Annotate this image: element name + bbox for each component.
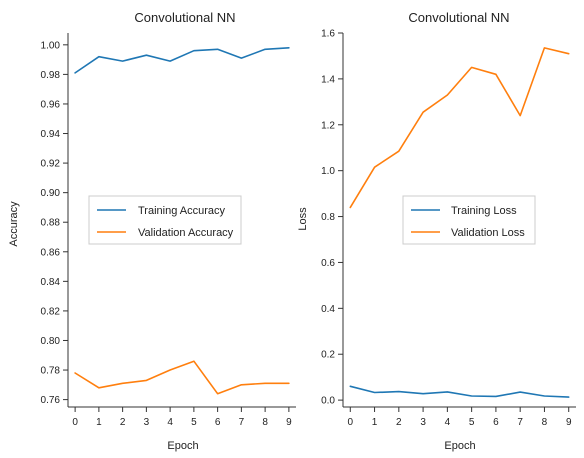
x-tick-label: 4 (445, 417, 451, 428)
x-tick-label: 2 (120, 417, 126, 428)
y-tick-label: 0.94 (41, 129, 61, 140)
y-tick-label: 0.80 (41, 336, 61, 347)
x-tick-label: 1 (372, 417, 378, 428)
x-tick-label: 2 (396, 417, 402, 428)
x-tick-label: 5 (191, 417, 197, 428)
y-axis-label: Accuracy (8, 201, 20, 247)
y-tick-label: 0.76 (41, 395, 61, 406)
series-line-0 (74, 46, 290, 74)
y-tick-label: 0.78 (41, 366, 61, 377)
series-line-1 (349, 47, 570, 209)
legend-label: Validation Loss (451, 227, 525, 239)
x-tick-label: 9 (566, 417, 572, 428)
y-tick-label: 0.0 (321, 396, 335, 407)
x-tick-label: 6 (493, 417, 499, 428)
chart-title: Convolutional NN (134, 10, 235, 25)
x-tick-label: 3 (420, 417, 426, 428)
y-tick-label: 0.6 (321, 258, 335, 269)
y-tick-label: 0.8 (321, 212, 335, 223)
accuracy-chart: Convolutional NN Accuracy Epoch 0.76 0.78… (8, 10, 296, 452)
y-tick-label: 0.86 (41, 247, 61, 258)
y-tick-label: 0.92 (41, 159, 61, 170)
x-tick-label: 0 (72, 417, 78, 428)
x-tick-label: 9 (286, 417, 292, 428)
legend: Training Accuracy Validation Accuracy (88, 195, 242, 245)
x-tick-label: 1 (96, 417, 102, 428)
y-tick-label: 0.2 (321, 350, 335, 361)
series-line-0 (349, 385, 570, 398)
y-tick-label: 0.90 (41, 188, 61, 199)
y-tick-label: 1.2 (321, 120, 335, 131)
legend-box (88, 195, 242, 245)
x-tick-label: 7 (239, 417, 245, 428)
x-tick-label: 7 (517, 417, 523, 428)
x-tick-label: 6 (215, 417, 221, 428)
y-tick-label: 1.6 (321, 29, 335, 40)
plot-area: 0.76 0.78 0.80 0.82 0.84 0.86 0.88 0.90 0.92 0.94… (41, 33, 296, 428)
loss-chart: Convolutional NN Loss Epoch 0.0 0.2 0.4 0.6… (297, 10, 576, 452)
x-tick-label: 8 (262, 417, 268, 428)
x-tick-label: 5 (469, 417, 475, 428)
y-tick-label: 1.0 (321, 166, 335, 177)
plot-area: 0.0 0.2 0.4 0.6 0.8 1.0 1.2 1.4 1.6 0 1 2 3 4 5 6 7 8 9 (321, 29, 576, 428)
y-tick-label: 0.82 (41, 306, 61, 317)
x-axis-label: Epoch (444, 440, 475, 452)
legend-label: Training Loss (451, 205, 517, 217)
y-axis-label: Loss (297, 207, 309, 231)
x-tick-label: 8 (542, 417, 548, 428)
chart-title: Convolutional NN (408, 10, 509, 25)
y-tick-label: 0.88 (41, 218, 61, 229)
y-tick-label: 1.4 (321, 74, 335, 85)
y-tick-label: 0.4 (321, 304, 335, 315)
y-tick-label: 0.98 (41, 70, 61, 81)
x-tick-label: 0 (348, 417, 354, 428)
legend-label: Validation Accuracy (138, 227, 234, 239)
legend: Training Loss Validation Loss (402, 195, 536, 245)
x-axis-label: Epoch (167, 440, 198, 452)
x-tick-label: 4 (167, 417, 173, 428)
legend-label: Training Accuracy (138, 205, 226, 217)
y-tick-label: 0.96 (41, 99, 61, 110)
y-tick-label: 1.00 (41, 40, 61, 51)
y-tick-label: 0.84 (41, 277, 61, 288)
series-line-1 (74, 360, 290, 395)
legend-box (402, 195, 536, 245)
x-tick-label: 3 (144, 417, 150, 428)
